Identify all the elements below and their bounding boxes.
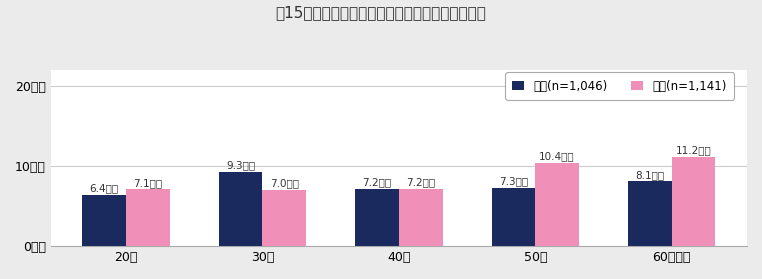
Text: 6.4時間: 6.4時間 bbox=[90, 183, 119, 193]
Text: 8.1時間: 8.1時間 bbox=[636, 170, 664, 180]
Bar bbox=[535, 163, 579, 246]
Text: 7.0時間: 7.0時間 bbox=[270, 179, 299, 189]
Bar bbox=[126, 189, 170, 246]
Text: 7.2時間: 7.2時間 bbox=[406, 177, 435, 187]
Text: 7.3時間: 7.3時間 bbox=[499, 176, 528, 186]
Bar bbox=[219, 172, 262, 246]
Text: 11.2時間: 11.2時間 bbox=[676, 145, 712, 155]
Text: 囱15：大掛除に費やした総時間の平均（年代別）: 囱15：大掛除に費やした総時間の平均（年代別） bbox=[276, 6, 486, 21]
Bar bbox=[671, 157, 716, 246]
Bar bbox=[82, 195, 126, 246]
Bar bbox=[399, 189, 443, 246]
Text: 7.2時間: 7.2時間 bbox=[363, 177, 392, 187]
Text: 9.3時間: 9.3時間 bbox=[226, 160, 255, 170]
Legend: 男性(n=1,046), 女性(n=1,141): 男性(n=1,046), 女性(n=1,141) bbox=[505, 73, 734, 100]
Bar bbox=[628, 181, 671, 246]
Text: 10.4時間: 10.4時間 bbox=[539, 151, 575, 161]
Bar bbox=[262, 190, 306, 246]
Bar bbox=[491, 188, 535, 246]
Bar bbox=[355, 189, 399, 246]
Text: 7.1時間: 7.1時間 bbox=[133, 178, 162, 188]
